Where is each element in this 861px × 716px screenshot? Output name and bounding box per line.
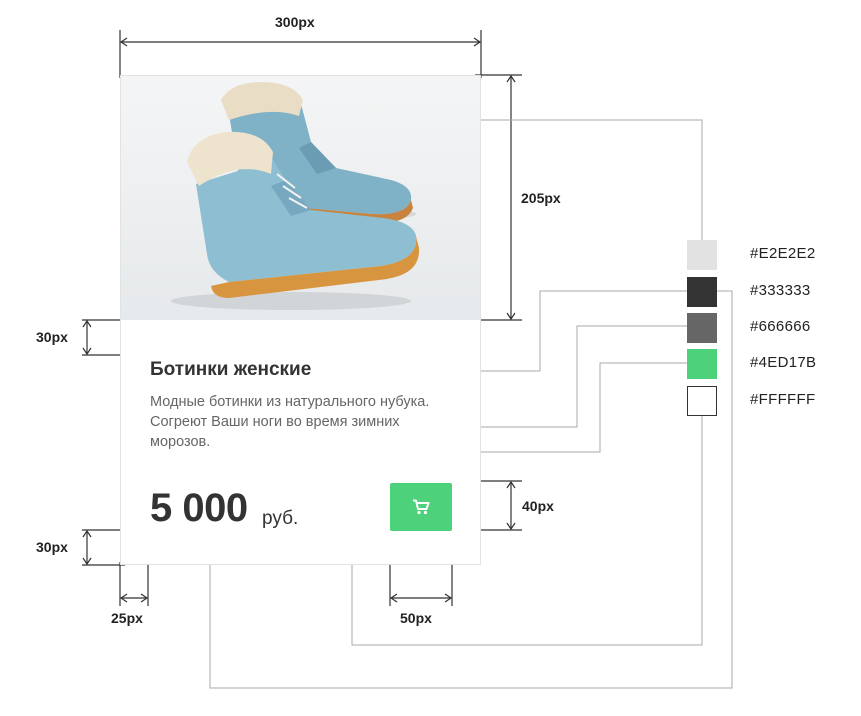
dim-line-top-padding: [82, 319, 125, 356]
shopping-cart-icon: [413, 499, 430, 515]
connector-e2e2e2: [481, 119, 703, 240]
dim-label-top-padding: 30px: [36, 329, 68, 345]
dim-line-width: [119, 30, 482, 78]
swatch-666666: [687, 313, 717, 343]
product-price: 5 000: [150, 486, 248, 530]
dim-label-card-width: 300px: [275, 14, 315, 30]
connector-666666: [412, 325, 687, 428]
dim-line-button-height: [476, 480, 522, 531]
dim-label-side-padding: 25px: [111, 610, 143, 626]
swatch-label: #333333: [750, 282, 811, 299]
swatch-label: #FFFFFF: [750, 391, 816, 408]
dim-label-image-height: 205px: [521, 190, 561, 206]
product-description: Модные ботинки из натурального нубука. С…: [150, 394, 430, 450]
dim-line-button-width: [389, 562, 453, 606]
dim-label-bottom-padding: 30px: [36, 539, 68, 555]
swatch-label: #4ED17B: [750, 354, 817, 371]
boots-illustration: [121, 76, 480, 320]
swatch-label: #E2E2E2: [750, 245, 816, 262]
connector-price: [209, 290, 733, 689]
dim-label-button-height: 40px: [522, 498, 554, 514]
dim-line-side-padding: [119, 562, 149, 606]
swatch-label: #666666: [750, 318, 811, 335]
add-to-cart-button[interactable]: [390, 483, 452, 531]
swatch-e2e2e2: [687, 240, 717, 270]
product-currency: руб.: [262, 508, 299, 529]
dim-line-bottom-padding: [82, 529, 125, 566]
dim-label-button-width: 50px: [400, 610, 432, 626]
boots-photo: [121, 76, 480, 320]
swatch-333333: [687, 277, 717, 307]
dim-line-image-height: [475, 74, 522, 321]
swatch-ffffff: [687, 386, 717, 416]
swatch-4ed17b: [687, 349, 717, 379]
product-title: Ботинки женские: [150, 359, 312, 380]
